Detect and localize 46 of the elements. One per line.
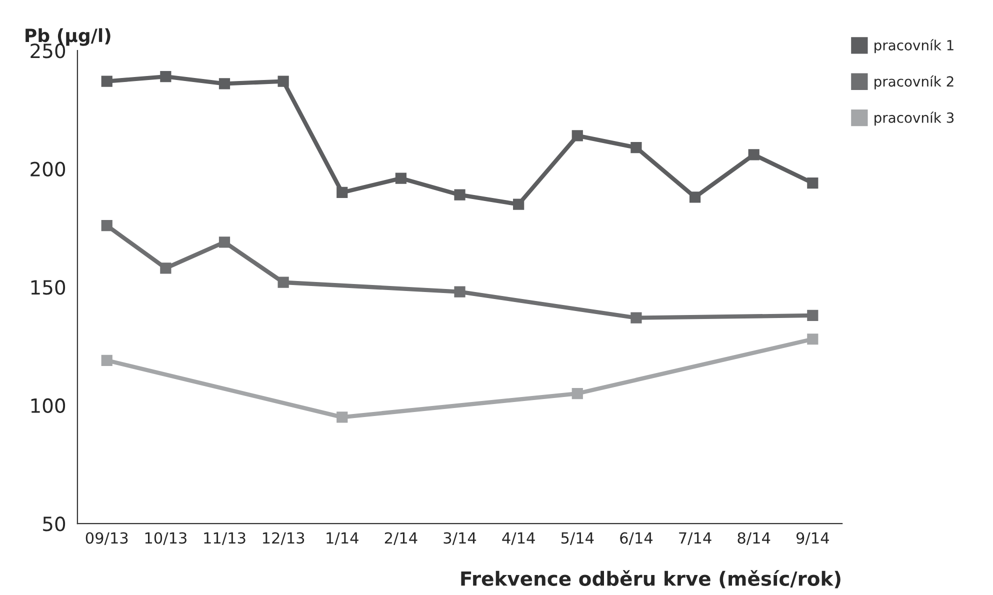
- x-tick-label: 6/14: [620, 532, 653, 545]
- point: [101, 220, 112, 232]
- y-tick-label: 50: [43, 516, 66, 532]
- point: [395, 172, 406, 184]
- point: [630, 312, 642, 324]
- x-tick-label: 1/14: [326, 532, 358, 545]
- point: [572, 388, 583, 400]
- point: [513, 198, 524, 210]
- legend-label: pracovník 3: [874, 112, 954, 126]
- x-tick-label: 8/14: [738, 532, 770, 545]
- x-tick-label: 5/14: [561, 532, 594, 545]
- y-tick-label: 150: [31, 280, 66, 295]
- point: [336, 412, 348, 423]
- point: [454, 189, 466, 200]
- point: [336, 186, 348, 198]
- point: [278, 276, 289, 288]
- x-tick-label: 10/13: [145, 532, 186, 545]
- point: [101, 76, 112, 87]
- point: [748, 149, 760, 160]
- point: [218, 78, 230, 90]
- point: [807, 310, 818, 322]
- x-tick-label: 11/13: [204, 532, 246, 545]
- point: [454, 286, 466, 298]
- x-tick-label: 2/14: [384, 532, 418, 545]
- legend-label: pracovník 1: [874, 39, 954, 54]
- point: [807, 334, 818, 345]
- legend-label: pracovník 2: [874, 75, 954, 90]
- point: [689, 192, 701, 203]
- point: [101, 354, 112, 366]
- point: [807, 177, 818, 189]
- point: [572, 130, 583, 142]
- y-tick-label: 100: [31, 398, 66, 414]
- x-tick-label: 9/14: [796, 532, 829, 545]
- point: [160, 262, 172, 274]
- point: [278, 76, 289, 87]
- x-tick-label: 12/13: [262, 532, 304, 545]
- point: [630, 142, 642, 154]
- x-tick-label: 4/14: [502, 532, 535, 545]
- x-tick-label: 7/14: [679, 532, 712, 545]
- point: [218, 236, 230, 248]
- x-axis-title: Frekvence odběru krve (měsíc/rok): [461, 570, 840, 588]
- x-tick-label: 09/13: [86, 532, 128, 545]
- y-tick-label: 250: [30, 44, 66, 58]
- point: [160, 71, 172, 82]
- x-tick-label: 3/14: [444, 532, 476, 545]
- y-tick-label: 200: [30, 162, 66, 176]
